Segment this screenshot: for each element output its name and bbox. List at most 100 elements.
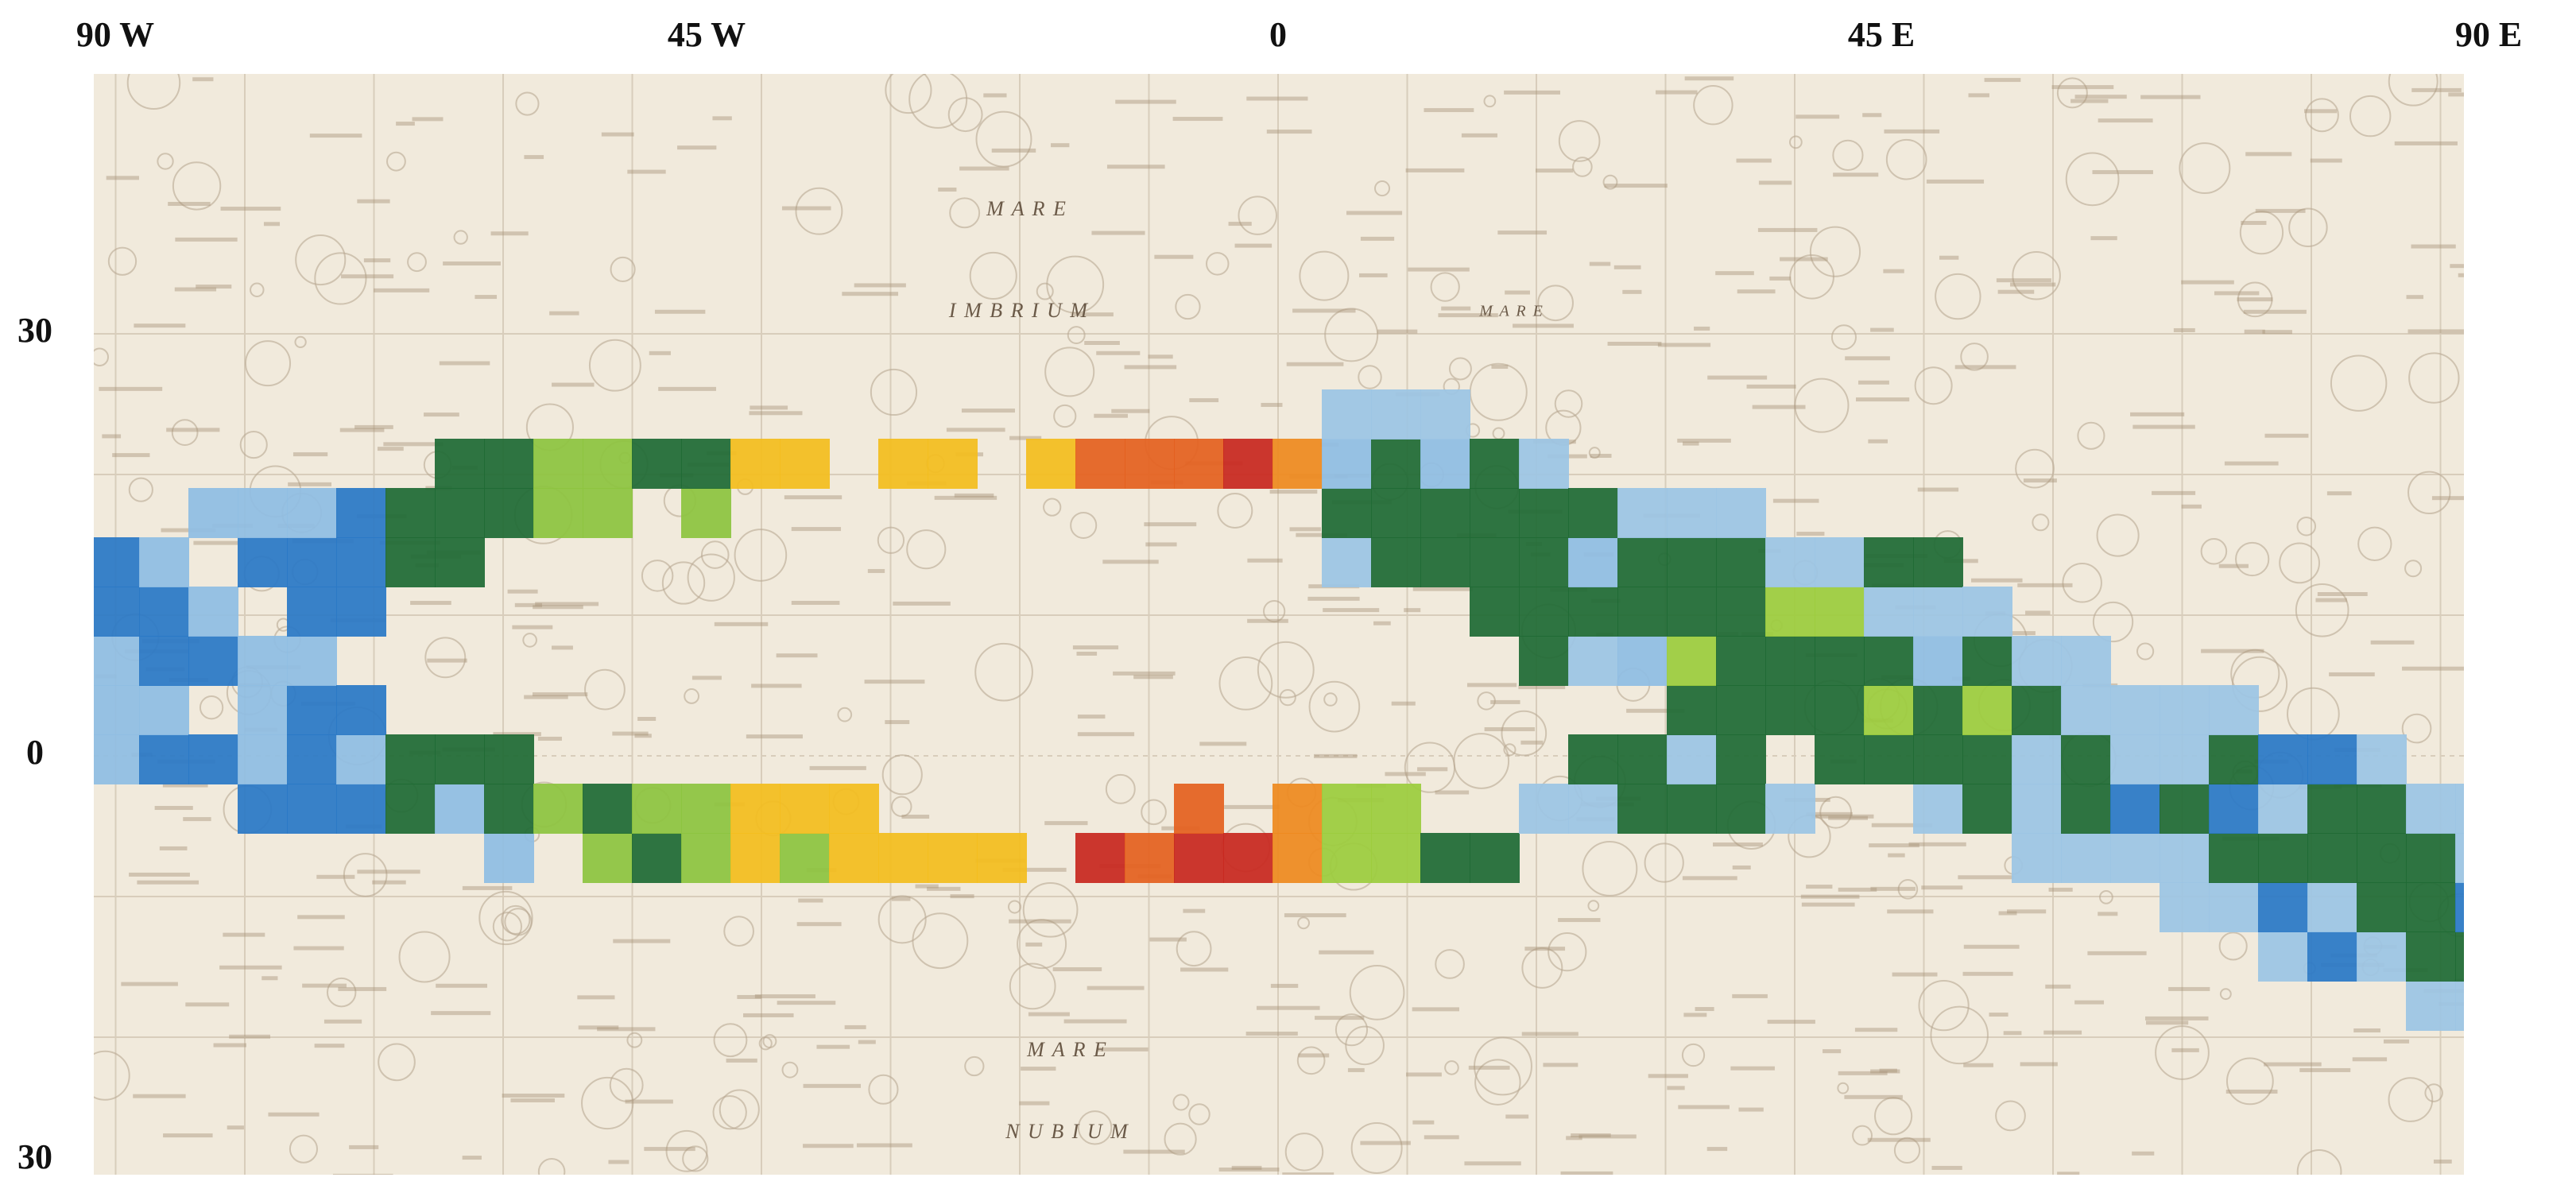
overlay-cell [928,833,978,883]
overlay-cell [2110,685,2160,735]
map-annotation [175,238,237,242]
map-annotation [2315,598,2346,602]
map-annotation [712,116,731,120]
map-annotation [715,622,768,626]
overlay-cell [2406,981,2456,1031]
map-annotation [1796,532,1824,536]
map-annotation [1102,560,1158,564]
overlay-cell [2455,981,2505,1031]
map-annotation [107,176,139,180]
map-annotation [1892,973,1938,977]
map-annotation [1133,675,1173,679]
map-annotation [1737,289,1776,293]
overlay-cell [2406,833,2456,883]
map-annotation [1028,1013,1070,1017]
longitude-labels: 90 W 45 W 0 45 E 90 E [76,15,2522,54]
overlay-cell [1617,488,1668,538]
map-annotation [2140,95,2200,99]
map-annotation [1868,440,1888,443]
map-annotation [1385,772,1425,776]
overlay-cell [2307,833,2357,883]
map-annotation [552,645,573,649]
map-annotation [1614,265,1641,269]
overlay-cell [2357,734,2407,784]
overlay-cell [1519,636,1569,686]
map-annotation [858,1040,876,1044]
map-annotation [2152,491,2195,495]
map-annotation [515,603,542,607]
overlay-cell [1223,833,1273,883]
map-annotation [992,149,1036,153]
map-annotation [1884,130,1939,134]
map-annotation [2070,99,2108,103]
overlay-cell [1568,636,1618,686]
overlay-cell [1864,734,1914,784]
map-annotation [2090,236,2117,240]
map-annotation [1955,365,2016,369]
overlay-cell [1864,685,1914,735]
map-annotation [1870,887,1916,891]
map-annotation [443,261,501,265]
overlay-cell [1420,389,1470,440]
map-annotation [121,982,178,986]
map-annotation [264,222,280,226]
overlay-cell [238,537,288,587]
map-annotation [1091,231,1145,235]
overlay-cell [435,439,485,489]
overlay-cell [1617,636,1668,686]
overlay-cell [2455,784,2505,834]
map-annotation [1855,1028,1897,1032]
map-annotation [597,1027,655,1031]
map-annotation [1257,1006,1320,1010]
overlay-cell [1864,537,1914,587]
map-annotation [1963,1063,1993,1067]
map-annotation [1346,211,1402,215]
overlay-cell [385,784,436,834]
overlay-cell [2160,784,2210,834]
map-annotation [2245,330,2265,334]
map-annotation [396,122,415,126]
map-annotation [1713,842,1763,846]
map-annotation [951,894,974,898]
overlay-cell [1568,734,1618,784]
map-annotation [2353,1028,2380,1032]
map-annotation [1025,943,1042,947]
map-annotation [677,145,716,149]
map-annotation [1658,343,1710,347]
map-annotation [463,1156,482,1160]
map-annotation [1608,342,1662,346]
overlay-cell [238,488,288,538]
overlay-cell [780,784,830,834]
map-annotation [1064,1020,1127,1024]
map-annotation [777,653,818,657]
map-annotation [538,737,562,741]
map-annotation [2043,1031,2082,1035]
map-annotation [316,875,354,879]
map-annotation [1084,341,1120,345]
overlay-cell [2061,685,2111,735]
map-annotation [374,289,429,292]
overlay-cell [533,439,583,489]
map-annotation [524,695,568,699]
overlay-cell [1617,784,1668,834]
overlay-cell [928,439,978,489]
map-annotation [854,283,906,287]
overlay-cell [2258,833,2308,883]
map-annotation [1667,1086,1684,1090]
overlay-cell [1371,537,1421,587]
map-annotation [1985,78,2021,82]
map-annotation [1747,385,1796,389]
map-annotation [1971,579,2023,583]
map-annotation [163,1133,212,1137]
map-annotation [777,1001,836,1005]
overlay-cell [336,685,386,735]
map-annotation [2093,170,2153,174]
map-annotation [868,569,885,573]
map-annotation [1261,403,1282,407]
map-annotation [268,1113,319,1117]
map-annotation [2057,1172,2079,1175]
overlay-cell [730,833,781,883]
map-annotation [2395,141,2458,145]
map-annotation [2408,329,2466,333]
overlay-cell [484,488,534,538]
